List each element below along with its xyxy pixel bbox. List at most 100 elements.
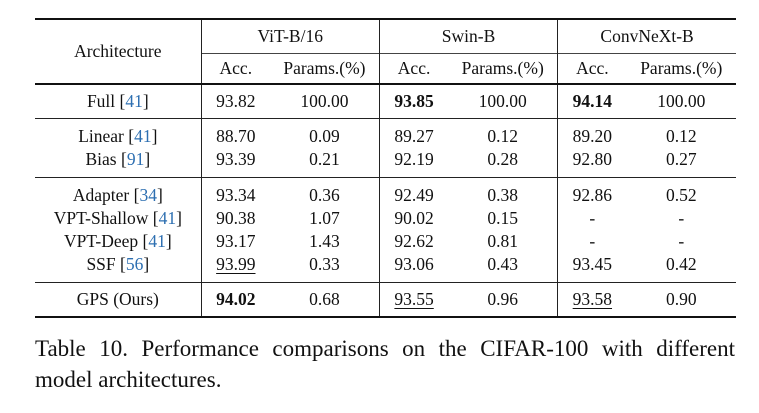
architecture-header: Architecture (35, 18, 202, 84)
cell-value: 92.86 (572, 185, 613, 205)
cell-value: 0.43 (487, 254, 519, 274)
params-cell: 0.28 (448, 148, 557, 178)
architecture-cell: SSF [56] (86, 254, 150, 274)
params-cell: - (627, 207, 736, 230)
cell-value: 92.49 (394, 185, 434, 205)
acc-cell: 89.20 (557, 118, 627, 148)
results-table: Architecture ViT-B/16 Swin-B ConvNeXt-B … (35, 18, 736, 318)
cell-value: 0.96 (487, 289, 519, 309)
cell-value: 88.70 (216, 126, 256, 146)
method-name: VPT-Deep (63, 231, 139, 251)
acc-cell: 89.27 (378, 118, 449, 148)
params-cell: 0.81 (448, 230, 557, 253)
cell-value: 0.15 (487, 208, 519, 228)
cell-value: 0.12 (487, 126, 519, 146)
params-cell: 100.00 (448, 83, 558, 119)
table-caption: Table 10. Performance comparisons on the… (35, 336, 735, 392)
acc-cell: 93.99 (200, 253, 270, 283)
params-cell: 0.36 (270, 177, 380, 207)
col-acc-header: Acc. (378, 53, 449, 84)
method-name: SSF (86, 254, 116, 274)
cell-value: 0.12 (665, 126, 697, 146)
params-cell: 0.90 (626, 282, 736, 318)
params-cell: 100.00 (270, 83, 380, 119)
cell-value: 93.55 (394, 289, 434, 309)
params-cell: 0.52 (626, 177, 736, 207)
architecture-cell: GPS (Ours) (35, 282, 202, 318)
cell-value: 0.28 (487, 149, 519, 169)
group-header-vit: ViT-B/16 (257, 26, 323, 46)
cell-value: 100.00 (478, 91, 527, 111)
params-cell: 0.09 (270, 118, 380, 148)
citation-link[interactable]: 41 (125, 91, 143, 111)
cell-value: - (678, 231, 685, 251)
cell-value: 100.00 (300, 91, 349, 111)
acc-cell: - (557, 230, 627, 253)
architecture-cell: Bias [91] (85, 149, 151, 169)
cell-value: 0.68 (309, 289, 340, 309)
acc-cell: 93.58 (557, 282, 627, 318)
method-name: GPS (Ours) (76, 289, 159, 309)
table-row: VPT-Shallow [41] 90.38 1.07 90.02 0.15 - - (35, 207, 736, 230)
cell-value: 94.02 (216, 289, 256, 309)
method-name: Full (86, 91, 116, 111)
params-cell: 0.15 (448, 207, 557, 230)
params-cell: 0.27 (627, 148, 736, 178)
acc-cell: - (557, 207, 627, 230)
cell-value: 1.07 (309, 208, 340, 228)
cell-value: 93.06 (394, 254, 434, 274)
cell-value: 0.36 (309, 185, 340, 205)
cell-value: 90.38 (216, 208, 256, 228)
table-row: VPT-Deep [41] 93.17 1.43 92.62 0.81 - - (35, 230, 736, 253)
cell-value: 89.27 (394, 126, 434, 146)
params-cell: 0.12 (626, 118, 736, 148)
table-row: Full [41] 93.82 100.00 93.85 100.00 94.14 100.… (35, 83, 736, 119)
cell-value: 90.02 (394, 208, 434, 228)
cell-value: 0.42 (665, 254, 697, 274)
acc-cell: 93.45 (557, 253, 627, 283)
architecture-cell: Linear [41] (35, 118, 202, 148)
params-cell: - (627, 230, 736, 253)
params-cell: 0.33 (270, 253, 379, 283)
table-row: Linear [41] 88.70 0.09 89.27 0.12 89.20 0.12 (35, 118, 736, 148)
method-name: Adapter (72, 185, 130, 205)
cell-value: 94.14 (572, 91, 613, 111)
cell-value: 92.62 (394, 231, 434, 251)
cell-value: 0.33 (309, 254, 340, 274)
cell-value: 89.20 (572, 126, 613, 146)
acc-cell: 94.14 (557, 83, 627, 119)
table-row: Adapter [34] 93.34 0.36 92.49 0.38 92.86 0.52 (35, 177, 736, 207)
cell-value: 0.52 (665, 185, 697, 205)
citation-link[interactable]: 91 (126, 149, 145, 169)
cell-value: - (589, 231, 596, 251)
citation-link[interactable]: 56 (125, 254, 144, 274)
acc-cell: 93.82 (200, 83, 270, 119)
cell-value: - (589, 208, 596, 228)
acc-cell: 94.02 (200, 282, 270, 318)
citation-link[interactable]: 34 (139, 185, 157, 205)
col-acc-header: Acc. (200, 53, 270, 84)
cell-value: 92.19 (394, 149, 434, 169)
cell-value: 93.82 (216, 91, 256, 111)
cell-value: 93.45 (572, 254, 613, 274)
params-cell: 0.43 (448, 253, 557, 283)
cell-value: 93.58 (572, 289, 613, 309)
cell-value: 0.09 (309, 126, 340, 146)
acc-cell: 92.19 (378, 148, 449, 178)
params-cell: 0.21 (270, 148, 379, 178)
acc-cell: 92.80 (557, 148, 627, 178)
params-cell: 100.00 (626, 83, 736, 119)
architecture-cell: Adapter [34] (35, 177, 202, 207)
citation-link[interactable]: 41 (158, 208, 177, 228)
cell-value: 0.27 (665, 149, 697, 169)
cell-value: 0.81 (487, 231, 519, 251)
col-params-header: Params.(%) (626, 53, 736, 84)
cell-value: 93.85 (394, 91, 434, 111)
architecture-cell: VPT-Deep [41] (63, 231, 172, 251)
method-name: Bias (85, 149, 117, 169)
col-params-header: Params.(%) (270, 53, 380, 84)
citation-link[interactable]: 41 (148, 231, 166, 251)
cell-value: 93.99 (216, 254, 256, 274)
params-cell: 0.12 (448, 118, 558, 148)
citation-link[interactable]: 41 (134, 126, 152, 146)
